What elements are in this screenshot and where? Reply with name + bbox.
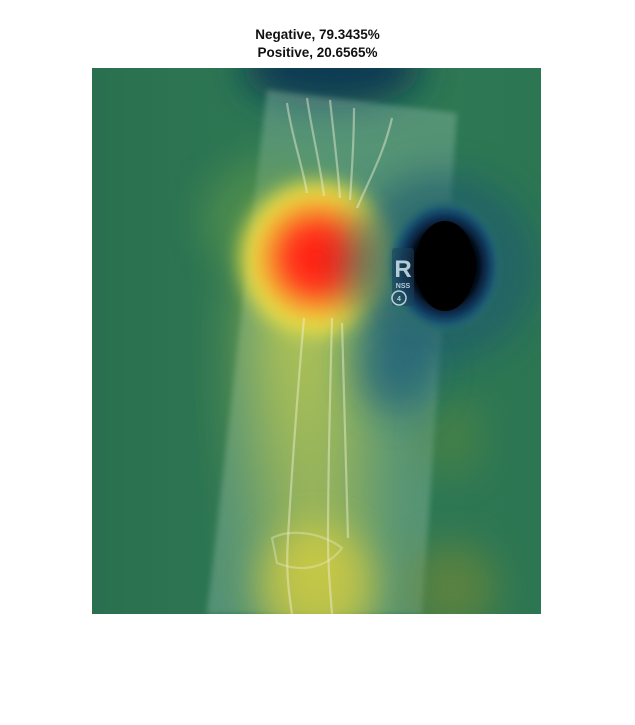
title-line-negative: Negative, 79.3435% [255, 27, 380, 42]
marker-circle [391, 290, 407, 306]
bone-outlines [270, 97, 394, 614]
marker-circle-text: 4 [397, 296, 401, 303]
title-line-positive: Positive, 20.6565% [257, 45, 378, 60]
xray-marker: R NSS 4 [391, 248, 414, 306]
figure-title: Negative, 79.3435% Positive, 20.6565% [0, 26, 635, 62]
marker-letter: R [394, 256, 411, 283]
heatmap-svg: R NSS 4 [92, 68, 541, 614]
heatmap-image: R NSS 4 [92, 68, 541, 614]
cold-spot [347, 173, 537, 413]
marker-text: NSS [396, 283, 411, 290]
